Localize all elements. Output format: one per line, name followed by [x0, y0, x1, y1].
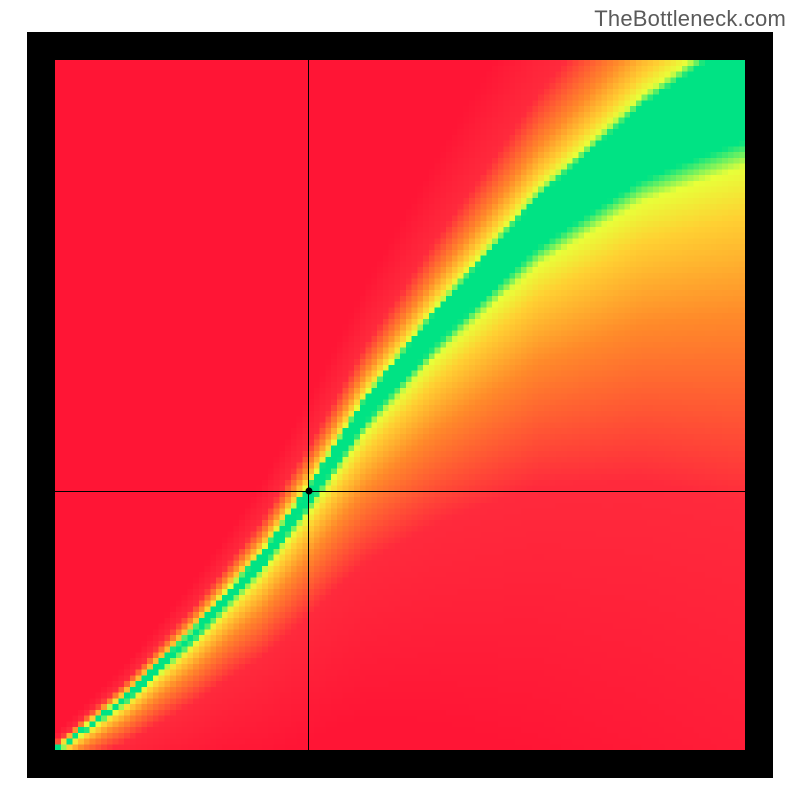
crosshair-marker-dot [305, 488, 312, 495]
watermark-text: TheBottleneck.com [594, 6, 786, 32]
crosshair-horizontal [55, 491, 745, 492]
bottleneck-heatmap [55, 60, 745, 750]
crosshair-vertical [308, 60, 309, 750]
